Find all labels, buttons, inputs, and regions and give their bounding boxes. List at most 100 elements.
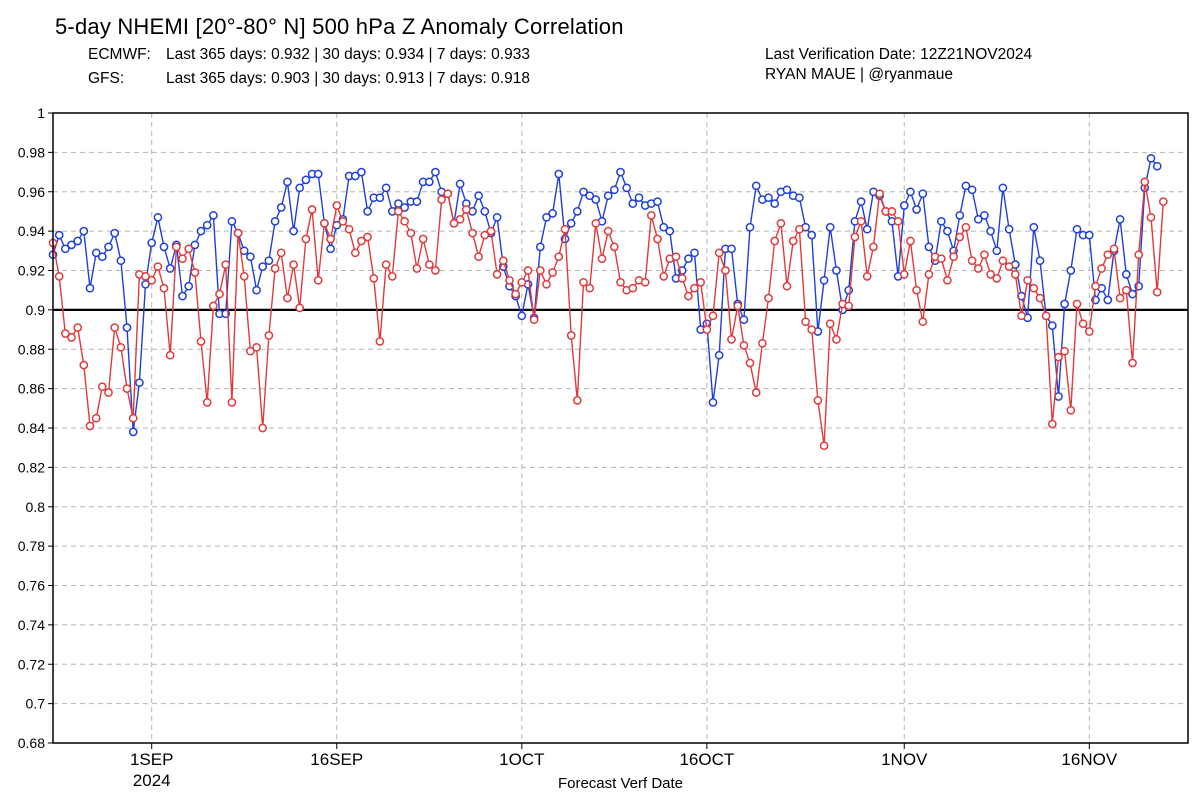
gfs-point — [943, 275, 952, 285]
gfs-point — [535, 266, 545, 275]
gfs-point — [912, 285, 921, 295]
gfs-point — [862, 272, 872, 281]
ecmwf-point — [548, 209, 557, 218]
gfs-point — [887, 207, 897, 216]
ecmwf-point — [727, 244, 736, 254]
ecmwf-point — [936, 216, 946, 226]
ecmwf-point — [844, 285, 854, 295]
gfs-point — [505, 275, 514, 285]
ecmwf-point — [739, 315, 749, 325]
ecmwf-point — [239, 246, 249, 256]
ecmwf-point — [1146, 153, 1156, 163]
ecmwf-point — [104, 242, 113, 252]
gfs-point — [202, 398, 212, 407]
gfs-point — [375, 337, 385, 346]
gfs-point — [363, 232, 372, 242]
gfs-point — [276, 248, 286, 258]
gfs-point — [1134, 250, 1144, 260]
gfs-point — [721, 266, 730, 275]
gfs-point — [1010, 270, 1020, 279]
ecmwf-point — [159, 242, 169, 252]
ecmwf-point — [67, 240, 76, 250]
gfs-point — [832, 335, 841, 344]
ecmwf-point — [147, 238, 157, 248]
ecmwf-point — [992, 246, 1002, 256]
gfs-point — [196, 337, 206, 346]
gfs-point — [875, 189, 884, 199]
gfs-point — [418, 234, 428, 244]
ecmwf-point — [603, 191, 613, 201]
ecmwf-point — [196, 226, 206, 236]
ecmwf-point — [517, 311, 527, 321]
ecmwf-point — [190, 240, 200, 250]
gfs-point — [301, 234, 311, 244]
gfs-point — [73, 323, 83, 332]
ecmwf-point — [400, 203, 409, 212]
gfs-point — [412, 264, 422, 273]
gfs-point — [739, 340, 749, 350]
y-tick-label: 1 — [37, 105, 45, 121]
gfs-point — [159, 283, 169, 293]
y-tick-label: 0.98 — [18, 144, 45, 160]
gfs-point — [523, 266, 533, 275]
gfs-point — [825, 319, 835, 329]
gfs-point — [906, 236, 915, 246]
gfs-point — [1066, 405, 1076, 415]
gfs-stats-line: GFS: Last 365 days: 0.903 | 30 days: 0.91… — [88, 70, 530, 88]
gfs-point — [579, 277, 588, 287]
gfs-point — [690, 283, 699, 293]
gfs-point — [776, 218, 786, 228]
gfs-point — [702, 325, 712, 334]
x-tick-label: 16SEP — [310, 750, 363, 769]
gfs-point — [751, 388, 761, 397]
ecmwf-point — [554, 169, 564, 179]
ecmwf-point — [252, 285, 261, 295]
y-tick-label: 0.7 — [26, 696, 46, 712]
ecmwf-point — [116, 256, 126, 266]
gfs-point — [1158, 197, 1168, 206]
ecmwf-point — [110, 228, 120, 238]
ecmwf-point — [128, 427, 138, 437]
ecmwf-point — [924, 242, 934, 252]
ecmwf-point — [918, 189, 928, 199]
gfs-point — [1091, 281, 1100, 291]
gfs-point — [1097, 264, 1106, 273]
ecmwf-point — [906, 187, 915, 197]
gfs-point — [924, 270, 934, 279]
ecmwf-point — [770, 199, 780, 208]
ecmwf-stats: Last 365 days: 0.932 | 30 days: 0.934 | … — [166, 46, 530, 63]
gfs-point — [406, 228, 416, 238]
ecmwf-point — [326, 244, 335, 254]
ecmwf-point — [566, 218, 576, 228]
gfs-point — [1029, 283, 1039, 293]
ecmwf-point — [653, 197, 662, 206]
ecmwf-point — [745, 222, 755, 232]
gfs-point — [307, 205, 317, 214]
gfs-point — [128, 413, 138, 423]
gfs-point — [856, 216, 866, 226]
y-tick-label: 0.94 — [18, 223, 45, 239]
author-credit: RYAN MAUE | @ryanmaue — [765, 66, 954, 83]
gfs-point — [449, 218, 459, 228]
ecmwf-point — [1103, 295, 1113, 305]
y-tick-label: 0.96 — [18, 184, 45, 200]
gfs-point — [727, 335, 736, 344]
gfs-point — [153, 262, 163, 271]
x-tick-sublabel: 2024 — [133, 771, 171, 790]
gfs-point — [498, 256, 508, 266]
ecmwf-point — [135, 378, 144, 388]
ecmwf-point — [961, 181, 971, 191]
ecmwf-point — [313, 169, 323, 179]
gfs-point — [560, 224, 570, 234]
ecmwf-point — [153, 212, 163, 222]
ecmwf-point — [424, 177, 434, 187]
plot-frame — [52, 112, 1189, 744]
gfs-point — [122, 384, 132, 393]
gfs-point — [184, 244, 194, 254]
gfs-point — [209, 301, 218, 311]
ecmwf-point — [165, 264, 175, 273]
ecmwf-point — [1054, 392, 1063, 401]
ecmwf-point — [79, 226, 89, 236]
gfs-point — [60, 329, 70, 338]
ecmwf-point — [819, 275, 829, 285]
